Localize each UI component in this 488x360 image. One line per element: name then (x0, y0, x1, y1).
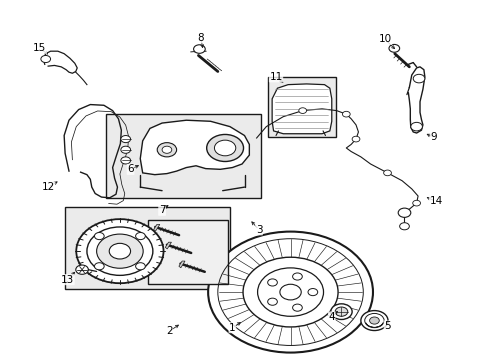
Circle shape (412, 200, 420, 206)
Circle shape (279, 284, 301, 300)
Circle shape (292, 304, 302, 311)
Circle shape (360, 311, 387, 330)
Polygon shape (179, 261, 184, 268)
Circle shape (298, 108, 306, 113)
Circle shape (267, 298, 277, 305)
Circle shape (412, 74, 424, 83)
Circle shape (267, 279, 277, 286)
Circle shape (351, 136, 359, 142)
Circle shape (369, 317, 379, 324)
Text: 6: 6 (127, 164, 134, 174)
Text: 3: 3 (255, 225, 262, 235)
Circle shape (94, 233, 104, 240)
Circle shape (162, 146, 171, 153)
Text: 15: 15 (33, 43, 46, 53)
Circle shape (41, 55, 50, 63)
Circle shape (364, 314, 384, 328)
Circle shape (121, 135, 130, 143)
Text: 12: 12 (41, 182, 55, 192)
Circle shape (76, 219, 163, 283)
Circle shape (94, 263, 104, 270)
Bar (65, 207, 229, 288)
Circle shape (307, 288, 317, 296)
Polygon shape (140, 120, 249, 175)
Text: 2: 2 (166, 326, 172, 336)
Circle shape (410, 122, 422, 131)
Circle shape (399, 223, 408, 230)
Text: 11: 11 (269, 72, 282, 82)
Circle shape (135, 233, 145, 240)
Circle shape (243, 257, 337, 327)
Circle shape (257, 268, 323, 316)
Polygon shape (153, 224, 160, 231)
Circle shape (76, 265, 88, 274)
Circle shape (206, 134, 243, 162)
Circle shape (208, 231, 372, 352)
Circle shape (97, 234, 143, 268)
Text: 4: 4 (328, 312, 334, 322)
Circle shape (342, 111, 349, 117)
Text: 8: 8 (197, 33, 204, 43)
Circle shape (330, 304, 351, 319)
Circle shape (214, 140, 235, 156)
Text: 10: 10 (378, 35, 391, 44)
Text: 14: 14 (428, 196, 442, 206)
Circle shape (157, 143, 176, 157)
Bar (147, 220, 227, 284)
Circle shape (397, 208, 410, 217)
Circle shape (121, 157, 130, 164)
Circle shape (388, 44, 399, 52)
Circle shape (383, 170, 390, 176)
Circle shape (109, 243, 130, 259)
Circle shape (121, 146, 130, 153)
Text: 5: 5 (384, 321, 390, 331)
Text: 1: 1 (228, 323, 235, 333)
Circle shape (334, 307, 347, 316)
Polygon shape (165, 242, 171, 249)
Text: 9: 9 (429, 132, 436, 142)
Polygon shape (272, 84, 331, 134)
Text: 13: 13 (61, 275, 74, 285)
Bar (267, 77, 335, 137)
Text: 7: 7 (159, 205, 165, 215)
Circle shape (87, 227, 153, 275)
Circle shape (135, 263, 145, 270)
Bar (106, 114, 261, 198)
Circle shape (193, 45, 205, 53)
Circle shape (292, 273, 302, 280)
